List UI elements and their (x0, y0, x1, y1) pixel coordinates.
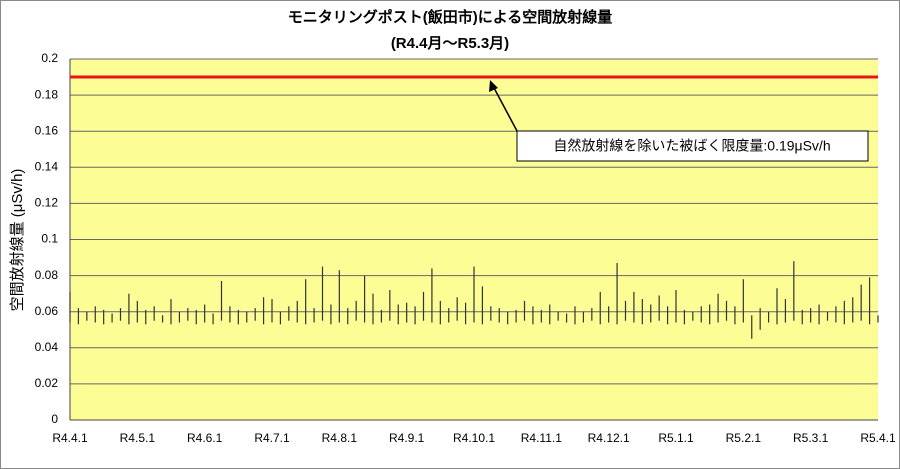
y-tick-label: 0.16 (35, 123, 59, 137)
y-tick-label: 0.14 (35, 159, 59, 173)
arrow-head (489, 80, 498, 92)
x-tick-label: R4.10.1 (453, 431, 495, 445)
x-tick-label: R5.3.1 (793, 431, 829, 445)
y-tick-label: 0.12 (35, 196, 59, 210)
x-tick-label: R4.9.1 (389, 431, 425, 445)
y-tick-label: 0.04 (35, 340, 59, 354)
chart-title: モニタリングポスト(飯田市)による空間放射線量 (288, 8, 613, 26)
y-tick-label: 0.18 (35, 87, 59, 101)
y-tick-label: 0 (51, 412, 58, 426)
x-tick-label: R4.6.1 (187, 431, 223, 445)
y-tick-label: 0.02 (35, 376, 59, 390)
annotation: 自然放射線を除いた被ばく限度量:0.19μSv/h (553, 138, 830, 154)
x-tick-label: R5.1.1 (658, 431, 694, 445)
y-axis-label: 空間放射線量 (μSv/h) (9, 169, 26, 312)
y-tick-label: 0.1 (41, 232, 58, 246)
x-tick-label: R4.11.1 (521, 431, 562, 445)
annotation-arrow (492, 85, 518, 132)
annotation-box (516, 130, 869, 162)
chart-subtitle: (R4.4月～R5.3月) (391, 35, 509, 52)
y-tick-label: 0.06 (35, 304, 59, 318)
x-tick-label: R4.4.1 (52, 431, 88, 445)
y-tick-label: 0.2 (41, 51, 58, 65)
x-tick-label: R4.7.1 (254, 431, 290, 445)
x-tick-label: R5.2.1 (726, 431, 762, 445)
x-tick-label: R4.12.1 (588, 431, 630, 445)
x-tick-label: R4.5.1 (120, 431, 156, 445)
x-tick-label: R5.4.1 (860, 431, 896, 445)
x-tick-label: R4.8.1 (322, 431, 358, 445)
y-tick-label: 0.08 (35, 268, 59, 282)
